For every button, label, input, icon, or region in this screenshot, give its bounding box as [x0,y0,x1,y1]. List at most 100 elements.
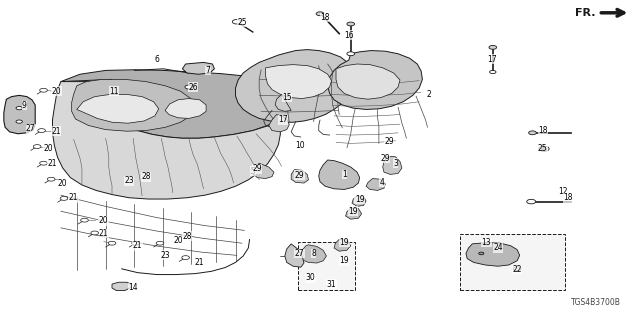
Circle shape [490,70,496,74]
Polygon shape [319,160,360,189]
Text: 26: 26 [188,83,198,92]
Text: 20: 20 [99,216,109,225]
Polygon shape [77,94,159,123]
Text: 21: 21 [52,127,61,136]
Text: 4: 4 [380,178,385,187]
Polygon shape [352,196,366,206]
Text: 20: 20 [43,144,53,153]
Text: 20: 20 [173,236,183,245]
Text: 19: 19 [355,195,365,204]
Text: 12: 12 [559,187,568,196]
Circle shape [40,161,47,165]
Polygon shape [269,115,289,132]
Text: 19: 19 [339,256,349,265]
Text: 28: 28 [141,172,150,181]
Bar [460,234,565,290]
Text: 17: 17 [486,55,497,64]
Text: 21: 21 [195,258,204,267]
Text: 9: 9 [22,101,27,110]
Circle shape [38,129,45,132]
Text: 29: 29 [380,154,390,163]
Text: 18: 18 [564,193,573,202]
Text: 14: 14 [128,284,138,292]
Polygon shape [61,70,302,138]
Polygon shape [275,94,291,111]
Polygon shape [466,243,520,266]
Polygon shape [72,79,195,131]
Circle shape [539,146,549,151]
Circle shape [185,85,193,89]
Circle shape [40,88,47,92]
Text: 27: 27 [26,124,36,133]
Text: 31: 31 [326,280,337,289]
Text: 29: 29 [384,137,394,146]
Polygon shape [52,82,280,199]
Polygon shape [236,50,355,122]
Polygon shape [346,208,362,219]
Circle shape [316,12,324,16]
Text: 28: 28 [182,232,191,241]
Polygon shape [112,282,131,291]
Text: 30: 30 [305,273,316,282]
Polygon shape [383,156,402,174]
Circle shape [347,52,355,56]
Text: 20: 20 [51,87,61,96]
Text: TGS4B3700B: TGS4B3700B [571,298,621,307]
Circle shape [132,241,140,245]
Polygon shape [328,51,422,109]
Polygon shape [336,64,400,99]
Polygon shape [291,170,308,183]
Circle shape [47,177,55,181]
Text: 7: 7 [205,66,211,75]
Polygon shape [266,65,332,99]
Text: 5: 5 [250,167,255,176]
Text: 23: 23 [124,176,134,185]
Text: 10: 10 [294,141,305,150]
Text: 21: 21 [133,241,142,250]
Text: 27: 27 [294,249,305,258]
Text: 19: 19 [348,207,358,216]
Text: 23: 23 [160,251,170,260]
Text: FR.: FR. [575,8,595,18]
Text: 29: 29 [294,171,305,180]
Circle shape [108,241,116,245]
Text: 6: 6 [154,55,159,64]
Text: 22: 22 [513,265,522,274]
Text: 15: 15 [282,93,292,102]
Polygon shape [366,179,385,190]
Text: 18: 18 [538,126,547,135]
Circle shape [156,241,164,245]
Text: 17: 17 [278,116,288,124]
Circle shape [541,148,547,150]
Text: 1: 1 [342,170,347,179]
Circle shape [16,120,22,123]
Text: 21: 21 [69,193,78,202]
Text: 25: 25 [237,18,247,27]
Text: 3: 3 [393,159,398,168]
Circle shape [16,107,22,110]
Circle shape [182,256,189,260]
Polygon shape [334,239,351,251]
Circle shape [81,218,88,222]
Text: 25: 25 [538,144,548,153]
Circle shape [347,22,355,26]
Text: 21: 21 [48,159,57,168]
Polygon shape [301,245,326,263]
Polygon shape [253,163,274,179]
Polygon shape [165,99,206,118]
Bar [298,242,355,290]
Text: 18: 18 [321,13,330,22]
Polygon shape [285,244,304,267]
Text: 16: 16 [344,31,354,40]
Circle shape [232,20,241,24]
Text: 29: 29 [252,164,262,173]
Text: 11: 11 [109,87,118,96]
Text: 13: 13 [481,238,492,247]
Text: 21: 21 [99,229,108,238]
Text: 20: 20 [58,180,68,188]
Text: 8: 8 [311,249,316,258]
Circle shape [529,131,536,135]
Circle shape [91,231,99,235]
Circle shape [33,145,41,148]
Text: 24: 24 [493,244,503,252]
